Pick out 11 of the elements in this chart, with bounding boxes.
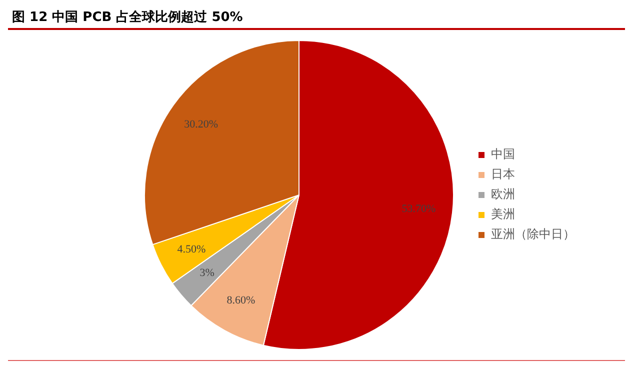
legend-label: 美洲 xyxy=(491,207,515,222)
legend-label: 日本 xyxy=(491,167,515,182)
data-label: 4.50% xyxy=(177,243,206,256)
legend-label: 欧洲 xyxy=(491,187,515,202)
data-label: 8.60% xyxy=(226,294,256,306)
chart-title: 图 12 中国 PCB 占全球比例超过 50% xyxy=(11,9,244,27)
data-label: 30.20% xyxy=(184,118,218,131)
data-label: 3% xyxy=(200,266,214,279)
data-label: 53.70% xyxy=(402,202,436,215)
legend-label: 亚洲（除中日） xyxy=(491,227,575,242)
legend-label: 中国 xyxy=(491,147,515,162)
